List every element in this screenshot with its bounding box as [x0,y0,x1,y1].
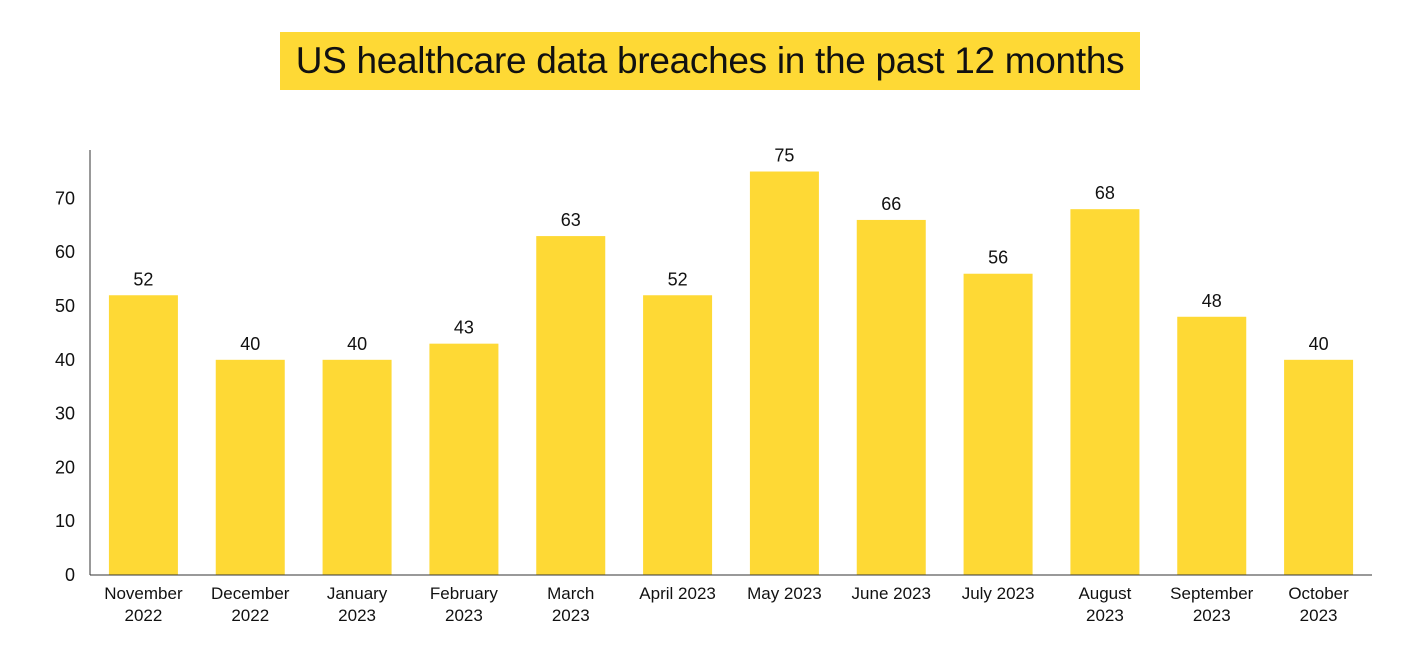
bar [1284,359,1354,575]
bar [749,171,819,575]
x-tick-label: February 2023 [430,584,499,625]
data-label: 68 [1095,183,1115,203]
y-tick-label: 30 [55,404,75,424]
x-tick-label: January 2023 [327,584,388,625]
y-tick-label: 10 [55,511,75,531]
x-tick-label: December 2022 [211,584,290,625]
x-tick-label: April 2023 [639,584,716,603]
x-tick-label: September 2023 [1170,584,1253,625]
bar [536,236,606,576]
data-label: 52 [133,269,153,289]
bar [643,295,713,575]
x-tick-label: March 2023 [547,584,594,625]
data-label: 56 [988,248,1008,268]
bar [963,273,1033,575]
data-label: 75 [774,146,794,166]
data-labels: 52 40 40 43 63 52 75 66 56 68 48 40 [133,146,1328,354]
data-label: 63 [561,210,581,230]
x-tick-label: August 2023 [1078,584,1131,625]
x-tick-label: May 2023 [747,584,822,603]
y-tick-label: 70 [55,188,75,208]
x-tick-label: July 2023 [962,584,1035,603]
bar [856,219,926,575]
data-label: 40 [1309,334,1329,354]
bars [108,171,1354,576]
data-label: 43 [454,318,474,338]
x-tick-label: October 2023 [1288,584,1349,625]
chart-title: US healthcare data breaches in the past … [279,32,1141,90]
data-label: 40 [240,334,260,354]
bar [322,359,392,575]
bar [1177,316,1247,575]
chart-title-wrap: US healthcare data breaches in the past … [0,32,1420,90]
y-tick-label: 40 [55,350,75,370]
bar [215,359,285,575]
y-tick-label: 60 [55,242,75,262]
bar [1070,209,1140,575]
data-label: 40 [347,334,367,354]
data-label: 48 [1202,291,1222,311]
data-label: 52 [668,269,688,289]
x-axis-labels: November 2022 December 2022 January 2023 Febru… [104,584,1349,625]
x-tick-label: June 2023 [852,584,931,603]
x-tick-label: November 2022 [104,584,183,625]
y-tick-label: 0 [65,565,75,585]
y-tick-label: 50 [55,296,75,316]
y-tick-label: 20 [55,457,75,477]
y-axis-ticks: 0 10 20 30 40 50 60 70 [55,188,75,585]
data-label: 66 [881,194,901,214]
bar [108,295,178,575]
bar [429,343,499,575]
